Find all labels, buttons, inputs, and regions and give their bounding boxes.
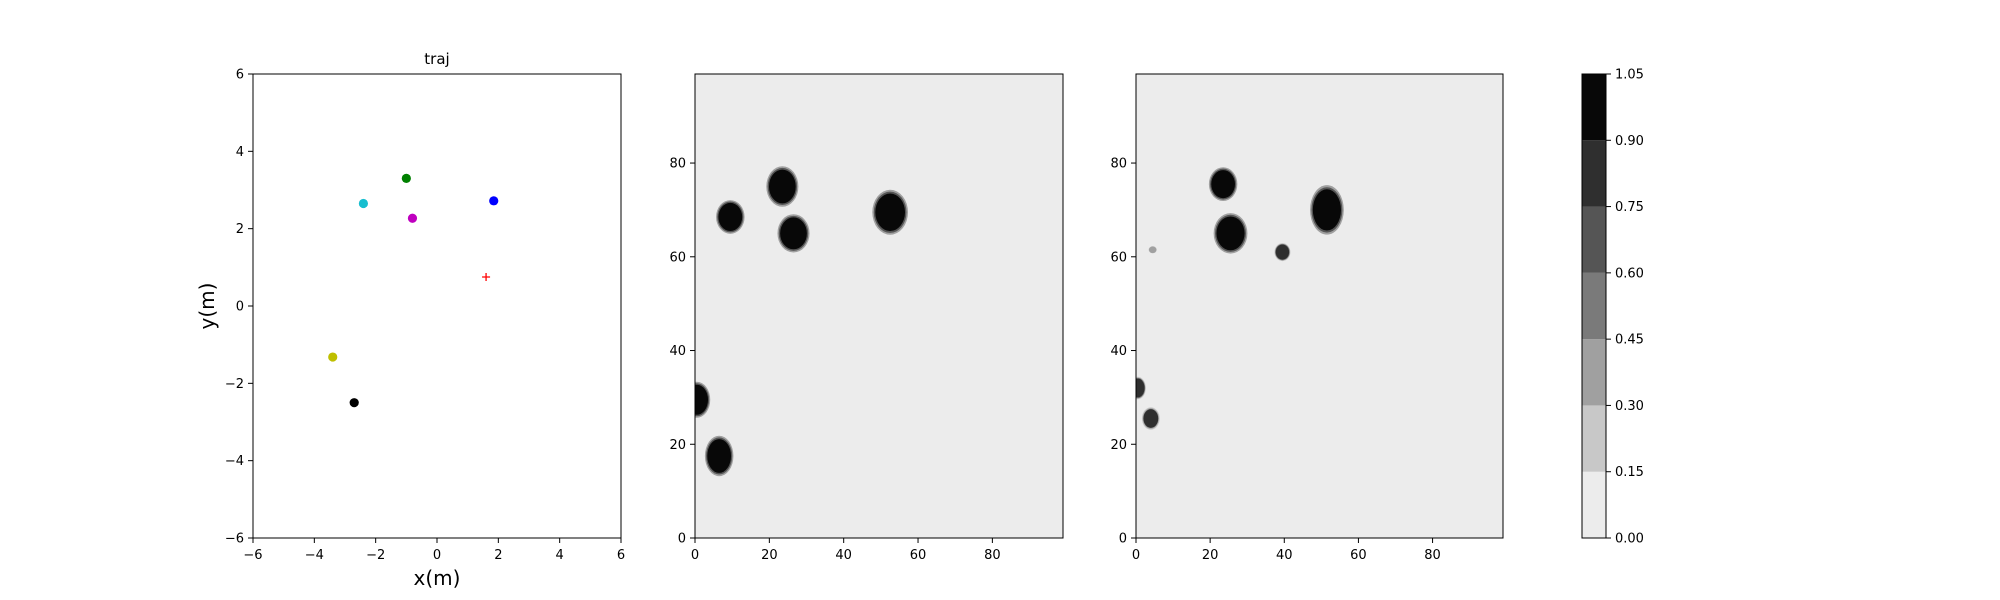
traj-plot-frame: [252, 73, 622, 539]
colorbar-band-1: [1582, 405, 1606, 472]
traj-axis-ticks: −6 −4 −2 0 2 4 6 −6 −4 −2 0 2 4 6: [225, 68, 625, 564]
colorbar-band-3: [1582, 272, 1606, 340]
traj-scatter-plot: −6 −4 −2 0 2 4 6 −6 −4 −2 0 2 4 6 traj x(m) y(m): [195, 50, 625, 590]
traj-y-tick-label: −6: [225, 532, 244, 547]
traj-y-tick-label: 2: [236, 222, 244, 237]
occupancy-blob-5: [707, 439, 732, 473]
occupancy-y-tick-label: 0: [678, 532, 686, 547]
predicted-y-tick-label: 20: [1110, 438, 1127, 453]
traj-y-tick-label: 0: [236, 300, 244, 315]
traj-x-tick-label: −4: [305, 548, 324, 563]
colorbar-bands: [1582, 74, 1606, 538]
colorbar-band-6: [1582, 74, 1606, 141]
goal-marker: [482, 273, 491, 281]
occupancy-blob-1: [768, 169, 796, 204]
agent-point-2: [489, 196, 499, 206]
occupancy-y-tick-label: 80: [669, 157, 686, 172]
traj-title: traj: [424, 50, 449, 68]
colorbar-tick-label: 0.00: [1615, 532, 1644, 547]
occupancy-x-tick-label: 80: [984, 548, 1001, 563]
colorbar-tick-label: 0.60: [1615, 266, 1644, 281]
traj-x-tick-label: −2: [366, 548, 385, 563]
colorbar-tick-label: 0.15: [1615, 465, 1644, 480]
predicted-x-tick-label: 0: [1132, 548, 1140, 563]
occupancy-y-tick-label: 40: [669, 344, 686, 359]
colorbar-tick-label: 1.05: [1615, 68, 1644, 83]
agent-point-6: [349, 398, 359, 408]
colorbar-band-0: [1582, 471, 1606, 538]
colorbar-band-2: [1582, 339, 1606, 406]
predicted-x-tick-label: 40: [1276, 548, 1293, 563]
traj-x-tick-label: 0: [433, 548, 441, 563]
colorbar-tick-label: 0.45: [1615, 333, 1644, 348]
agent-point-3: [407, 213, 418, 223]
occupancy-blob-4: [695, 384, 709, 415]
traj-plot-area: [253, 74, 621, 538]
traj-points: [328, 173, 499, 408]
traj-x-tick-label: 6: [617, 548, 625, 563]
agent-point-5: [328, 352, 338, 362]
predicted-y-tick-label: 0: [1119, 532, 1127, 547]
colorbar: 0.00 0.15 0.30 0.45 0.60 0.75 0.90 1.05: [1581, 68, 1644, 547]
occupancy-x-tick-label: 40: [835, 548, 852, 563]
traj-y-tick-label: −2: [225, 377, 244, 392]
traj-x-tick-label: 2: [494, 548, 502, 563]
occupancy-y-tick-label: 60: [669, 250, 686, 265]
predicted-x-tick-label: 80: [1424, 548, 1441, 563]
predicted-background: [1136, 74, 1503, 538]
colorbar-band-5: [1582, 140, 1606, 207]
occupancy-plot-frame: [694, 73, 1064, 539]
occupancy-y-tick-label: 20: [669, 438, 686, 453]
occupancy-axis-ticks: 0 20 40 60 80 0 20 40 60 80: [669, 157, 1000, 563]
colorbar-tick-label: 0.90: [1615, 134, 1644, 149]
traj-y-tick-label: −4: [225, 454, 244, 469]
colorbar-tick-label: 0.75: [1615, 200, 1644, 215]
occupancy-blobs: [695, 166, 908, 477]
occupancy-map-ground-truth: 0 20 40 60 80 0 20 40 60 80: [669, 73, 1064, 563]
predicted-blob-3: [1275, 244, 1290, 260]
traj-y-tick-label: 4: [236, 145, 244, 160]
colorbar-band-4: [1582, 206, 1606, 273]
occupancy-x-tick-label: 0: [691, 548, 699, 563]
occupancy-blob-3: [875, 193, 906, 232]
traj-x-axis-label: x(m): [414, 566, 461, 590]
occupancy-background: [695, 74, 1063, 538]
predicted-y-tick-label: 40: [1110, 344, 1127, 359]
agent-point-0: [401, 173, 411, 183]
predicted-y-tick-label: 60: [1110, 250, 1127, 265]
traj-x-tick-label: −6: [243, 548, 262, 563]
colorbar-frame: [1581, 73, 1607, 539]
agent-point-1: [358, 198, 368, 209]
occupancy-blob-2: [780, 217, 807, 250]
traj-x-tick-label: 4: [556, 548, 564, 563]
occupancy-x-tick-label: 60: [910, 548, 927, 563]
predicted-blobs: [1136, 167, 1344, 430]
occupancy-x-tick-label: 20: [761, 548, 778, 563]
predicted-blob-5: [1136, 378, 1145, 398]
occupancy-blob-0: [718, 202, 743, 232]
predicted-occupancy-field: [1136, 74, 1503, 538]
colorbar-tick-label: 0.30: [1615, 399, 1644, 414]
predicted-y-tick-label: 80: [1110, 157, 1127, 172]
occupancy-map-predicted: 0 20 40 60 80 0 20 40 60 80: [1110, 73, 1504, 563]
occupancy-field: [695, 74, 1063, 538]
predicted-blob-2: [1312, 189, 1342, 231]
traj-y-axis-label: y(m): [195, 283, 219, 330]
predicted-axis-ticks: 0 20 40 60 80 0 20 40 60 80: [1110, 157, 1440, 563]
traj-y-tick-label: 6: [236, 68, 244, 83]
colorbar-ticks: 0.00 0.15 0.30 0.45 0.60 0.75 0.90 1.05: [1606, 68, 1644, 547]
predicted-blob-1: [1216, 216, 1245, 251]
predicted-x-tick-label: 20: [1202, 548, 1219, 563]
predicted-x-tick-label: 60: [1350, 548, 1367, 563]
predicted-blob-6: [1143, 409, 1159, 428]
predicted-plot-frame: [1135, 73, 1504, 539]
predicted-blob-4: [1148, 246, 1157, 254]
predicted-blob-0: [1211, 170, 1235, 199]
